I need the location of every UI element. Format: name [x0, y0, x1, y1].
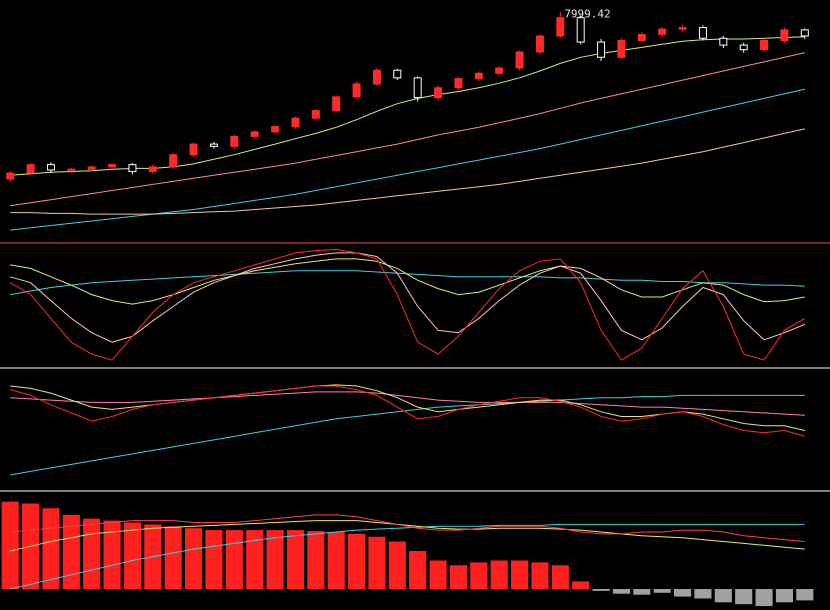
histogram-bar [62, 514, 80, 589]
histogram-bar [225, 530, 243, 589]
histogram-bar [205, 530, 223, 589]
candle-body [413, 77, 422, 99]
histogram-bar [653, 589, 671, 593]
indicator-line [10, 394, 805, 476]
candle-body [556, 17, 565, 37]
candle-body [739, 44, 748, 51]
histogram-bar [572, 581, 590, 589]
candle-body [311, 110, 320, 119]
candle-body [780, 29, 789, 42]
candle-body [372, 69, 381, 85]
candle-body [393, 69, 402, 79]
histogram-bar [674, 589, 692, 597]
histogram-bar [429, 560, 447, 589]
histogram-bar [449, 565, 467, 589]
histogram-bar [388, 541, 406, 589]
histogram-bar [164, 526, 182, 589]
indicator-line [10, 514, 805, 542]
candle-body [515, 51, 524, 69]
candle-body [678, 27, 687, 30]
histogram-bar [266, 530, 284, 589]
indicator-line [10, 52, 805, 207]
candle-body [271, 126, 280, 133]
candle-body [189, 143, 198, 156]
candle-body [230, 135, 239, 147]
histogram-bar [612, 589, 630, 594]
candle-body [454, 78, 463, 89]
histogram-bar [531, 562, 549, 589]
candle-body [87, 166, 96, 170]
candle-body [800, 29, 809, 37]
histogram-bar [185, 528, 203, 589]
histogram-bar [83, 518, 101, 589]
candle-body [719, 37, 728, 46]
histogram-bar [103, 520, 121, 589]
histogram-bar [348, 533, 366, 589]
candle-body [128, 164, 137, 172]
histogram-bar [490, 560, 508, 589]
histogram-bar [633, 589, 651, 595]
histogram-bar [755, 589, 773, 607]
histogram-bar [246, 530, 264, 589]
histogram-bar [327, 532, 345, 589]
indicator-line [10, 258, 805, 305]
indicator-line [10, 252, 805, 343]
indicator-line [10, 88, 805, 231]
histogram-bar [694, 589, 712, 599]
candle-body [6, 172, 15, 180]
candle-body [617, 40, 626, 58]
candle-body [209, 143, 218, 147]
candle-body [698, 27, 707, 39]
candle-body [760, 40, 769, 51]
candle-body [46, 164, 55, 171]
candle-body [26, 164, 35, 174]
indicator-line [10, 128, 805, 215]
candle-body [637, 33, 646, 42]
histogram-bar [796, 589, 814, 601]
histogram-bar [714, 589, 732, 603]
candle-body [291, 117, 300, 128]
candle-body [597, 41, 606, 58]
histogram-bar [1, 501, 19, 589]
high-label: 7999.42 [564, 8, 610, 21]
candle-body [658, 28, 667, 35]
candle-body [169, 154, 178, 168]
histogram-bar [735, 589, 753, 605]
candle-body [250, 131, 259, 137]
indicator-line [9, 248, 806, 361]
candle-body [108, 164, 117, 168]
histogram-bar [42, 508, 60, 589]
candle-body [67, 168, 76, 171]
candle-body [332, 96, 341, 112]
histogram-bar [551, 565, 569, 589]
histogram-bar [123, 522, 141, 589]
indicator-line [10, 523, 805, 590]
histogram-bar [368, 536, 386, 589]
histogram-bar [511, 560, 529, 589]
indicator-line [10, 36, 805, 176]
candle-body [576, 17, 585, 43]
indicator-line [10, 385, 805, 437]
indicator-line [10, 391, 805, 416]
histogram-bar [409, 551, 427, 589]
candle-body [148, 166, 157, 172]
candle-body [474, 72, 483, 80]
candle-body [352, 83, 361, 98]
histogram-bar [470, 562, 488, 589]
histogram-bar [286, 530, 304, 589]
candle-body [495, 67, 504, 74]
histogram-bar [775, 589, 793, 603]
candle-body [434, 87, 443, 99]
indicator-line [10, 520, 805, 552]
histogram-bar [592, 589, 610, 591]
candle-body [535, 35, 544, 53]
histogram-bar [307, 531, 325, 589]
